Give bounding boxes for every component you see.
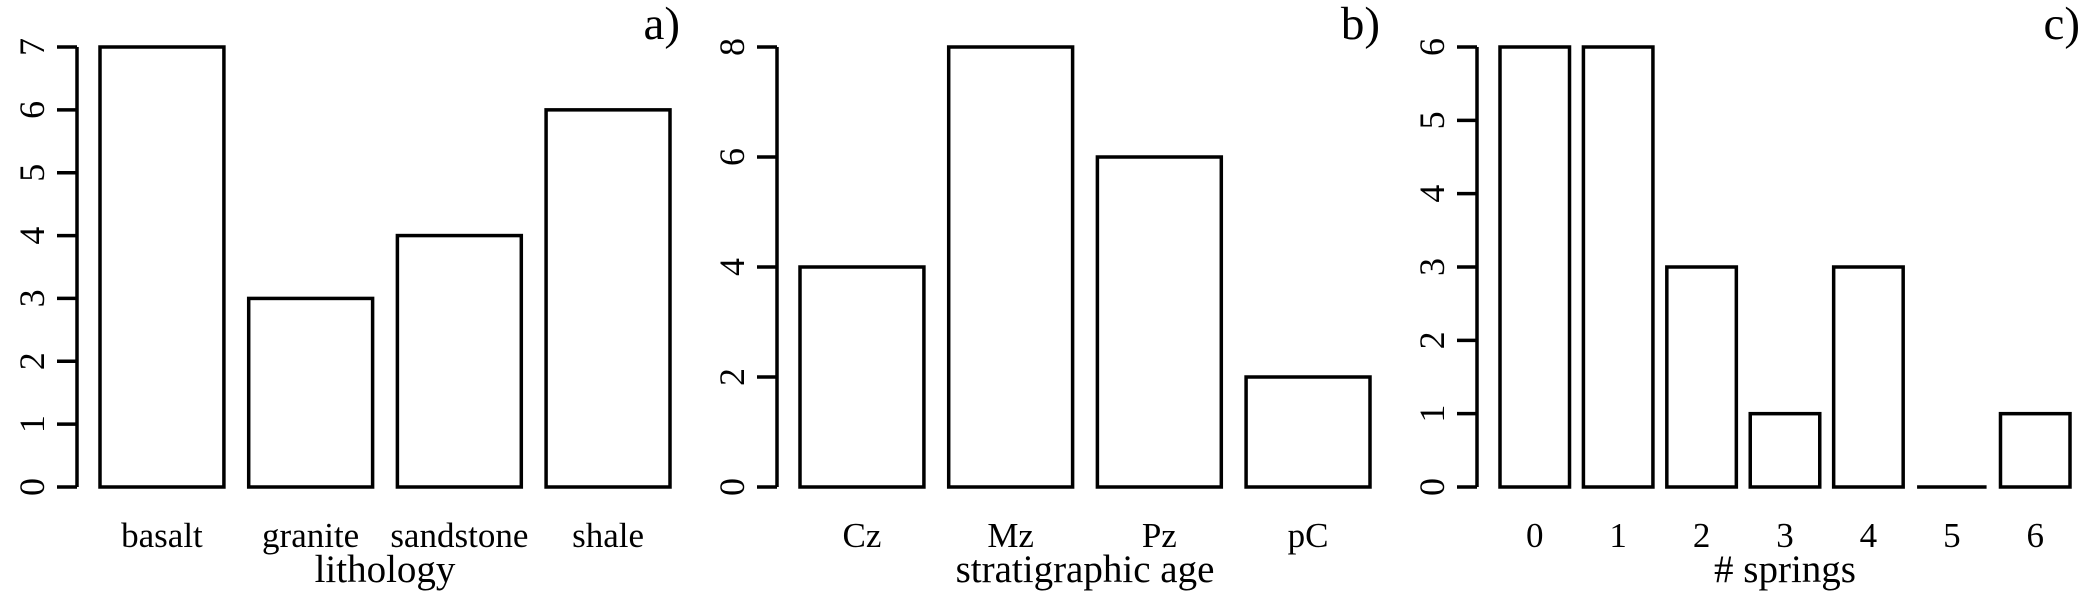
y-tick-label: 6 [712, 148, 752, 166]
bar-granite [246, 296, 375, 489]
x-category-label: 4 [1860, 516, 1878, 555]
bar-chart-stratigraphic-age: 0 2 4 6 8 Cz Mz Pz pC [712, 38, 1372, 555]
y-tick-label: 8 [712, 38, 752, 56]
bar-0 [1498, 45, 1572, 489]
panel-a: 0 1 2 3 4 5 6 7 basalt granite sandstone shale lith… [0, 0, 700, 600]
y-tick-label: 0 [1412, 478, 1452, 496]
y-tick-label: 4 [712, 258, 752, 276]
y-tick-label: 2 [12, 352, 52, 370]
panel-label-a: a) [643, 0, 680, 50]
x-axis-title-num-springs: # springs [1714, 548, 1856, 591]
x-axis-title-lithology: lithology [314, 548, 456, 591]
x-category-label: shale [572, 516, 644, 555]
y-tick-label: 1 [12, 415, 52, 433]
x-category-label: Cz [843, 516, 882, 555]
y-tick-label: 2 [712, 368, 752, 386]
x-category-label: granite [262, 516, 359, 555]
y-tick-label: 5 [12, 164, 52, 182]
x-category-label: Mz [987, 516, 1034, 555]
bar-1 [1581, 45, 1655, 489]
bar-chart-num-springs: 0 1 2 3 4 5 6 0 1 2 3 4 5 6 [1412, 38, 2072, 555]
y-tick-label: 4 [1412, 185, 1452, 203]
bar-Cz [798, 265, 926, 489]
bar-sandstone [395, 233, 524, 489]
x-category-label: 0 [1526, 516, 1544, 555]
bar-3 [1748, 411, 1822, 489]
panel-label-b: b) [1340, 0, 1380, 50]
bar-Pz [1095, 155, 1224, 489]
x-category-label: 2 [1693, 516, 1711, 555]
x-category-label: 5 [1943, 516, 1961, 555]
panel-label-c: c) [2043, 0, 2080, 50]
panel-b: 0 2 4 6 8 Cz Mz Pz pC stratigraphic age b) [700, 0, 1400, 600]
x-category-label: sandstone [390, 516, 528, 555]
y-tick-label: 5 [1412, 111, 1452, 129]
bar-2 [1665, 265, 1739, 489]
panel-c: 0 1 2 3 4 5 6 0 1 2 3 4 5 6 # springs c) [1400, 0, 2100, 600]
y-tick-label: 6 [12, 101, 52, 119]
bar-shale [544, 108, 672, 489]
y-tick-label: 3 [1412, 258, 1452, 276]
bar-pC [1244, 375, 1372, 489]
bar-basalt [98, 45, 226, 489]
bar-Mz [946, 45, 1075, 489]
x-category-label: pC [1288, 516, 1329, 555]
x-category-label: basalt [121, 516, 203, 555]
y-tick-label: 4 [12, 227, 52, 245]
y-tick-label: 0 [712, 478, 752, 496]
y-tick-label: 1 [1412, 405, 1452, 423]
bar-4 [1831, 265, 1905, 489]
bar-chart-lithology: 0 1 2 3 4 5 6 7 basalt granite sandstone shale [12, 38, 672, 555]
y-tick-label: 3 [12, 289, 52, 307]
x-axis-title-stratigraphic-age: stratigraphic age [955, 548, 1215, 591]
x-category-label: 3 [1776, 516, 1794, 555]
bar-6 [1998, 411, 2072, 489]
y-tick-label: 6 [1412, 38, 1452, 56]
x-category-label: 6 [2026, 516, 2044, 555]
y-tick-label: 0 [12, 478, 52, 496]
x-category-label: 1 [1609, 516, 1627, 555]
y-tick-label: 7 [12, 38, 52, 56]
y-tick-label: 2 [1412, 331, 1452, 349]
x-category-label: Pz [1142, 516, 1177, 555]
